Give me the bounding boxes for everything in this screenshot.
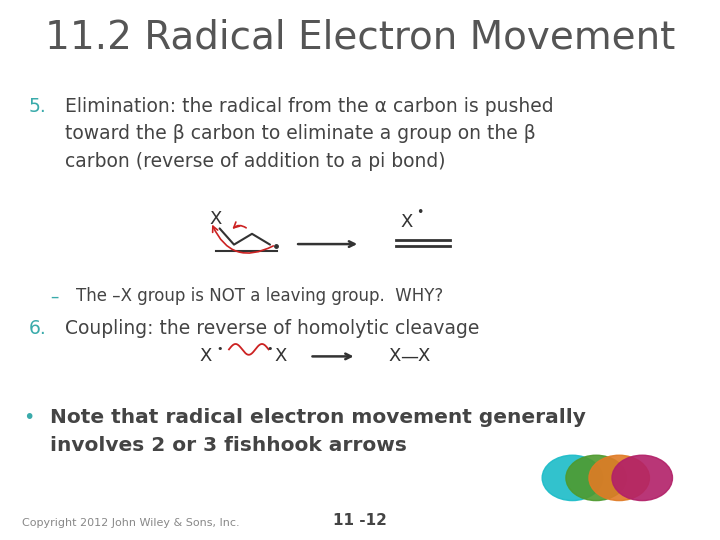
Text: Note that radical electron movement generally
involves 2 or 3 fishhook arrows: Note that radical electron movement gene…	[50, 408, 586, 455]
Text: 6.: 6.	[29, 319, 47, 338]
Text: X: X	[210, 210, 222, 228]
Circle shape	[566, 455, 626, 501]
Text: X: X	[199, 347, 212, 366]
Text: X: X	[418, 347, 430, 366]
Text: Elimination: the radical from the α carbon is pushed
toward the β carbon to elim: Elimination: the radical from the α carb…	[65, 97, 554, 171]
Text: The –X group is NOT a leaving group.  WHY?: The –X group is NOT a leaving group. WHY…	[76, 287, 443, 305]
Text: Copyright 2012 John Wiley & Sons, Inc.: Copyright 2012 John Wiley & Sons, Inc.	[22, 518, 239, 528]
Circle shape	[542, 455, 603, 501]
Text: X: X	[274, 347, 287, 366]
Text: •: •	[216, 345, 223, 354]
Text: •: •	[416, 206, 423, 219]
Text: 11.2 Radical Electron Movement: 11.2 Radical Electron Movement	[45, 19, 675, 57]
Text: –: –	[50, 287, 59, 305]
Text: Coupling: the reverse of homolytic cleavage: Coupling: the reverse of homolytic cleav…	[65, 319, 480, 338]
Circle shape	[589, 455, 649, 501]
Text: •: •	[266, 345, 273, 354]
Text: •: •	[23, 408, 35, 427]
Text: —: —	[400, 347, 418, 366]
Text: X: X	[389, 347, 401, 366]
Text: 11 -12: 11 -12	[333, 513, 387, 528]
Text: 5.: 5.	[29, 97, 47, 116]
Circle shape	[612, 455, 672, 501]
Text: X: X	[400, 213, 413, 231]
